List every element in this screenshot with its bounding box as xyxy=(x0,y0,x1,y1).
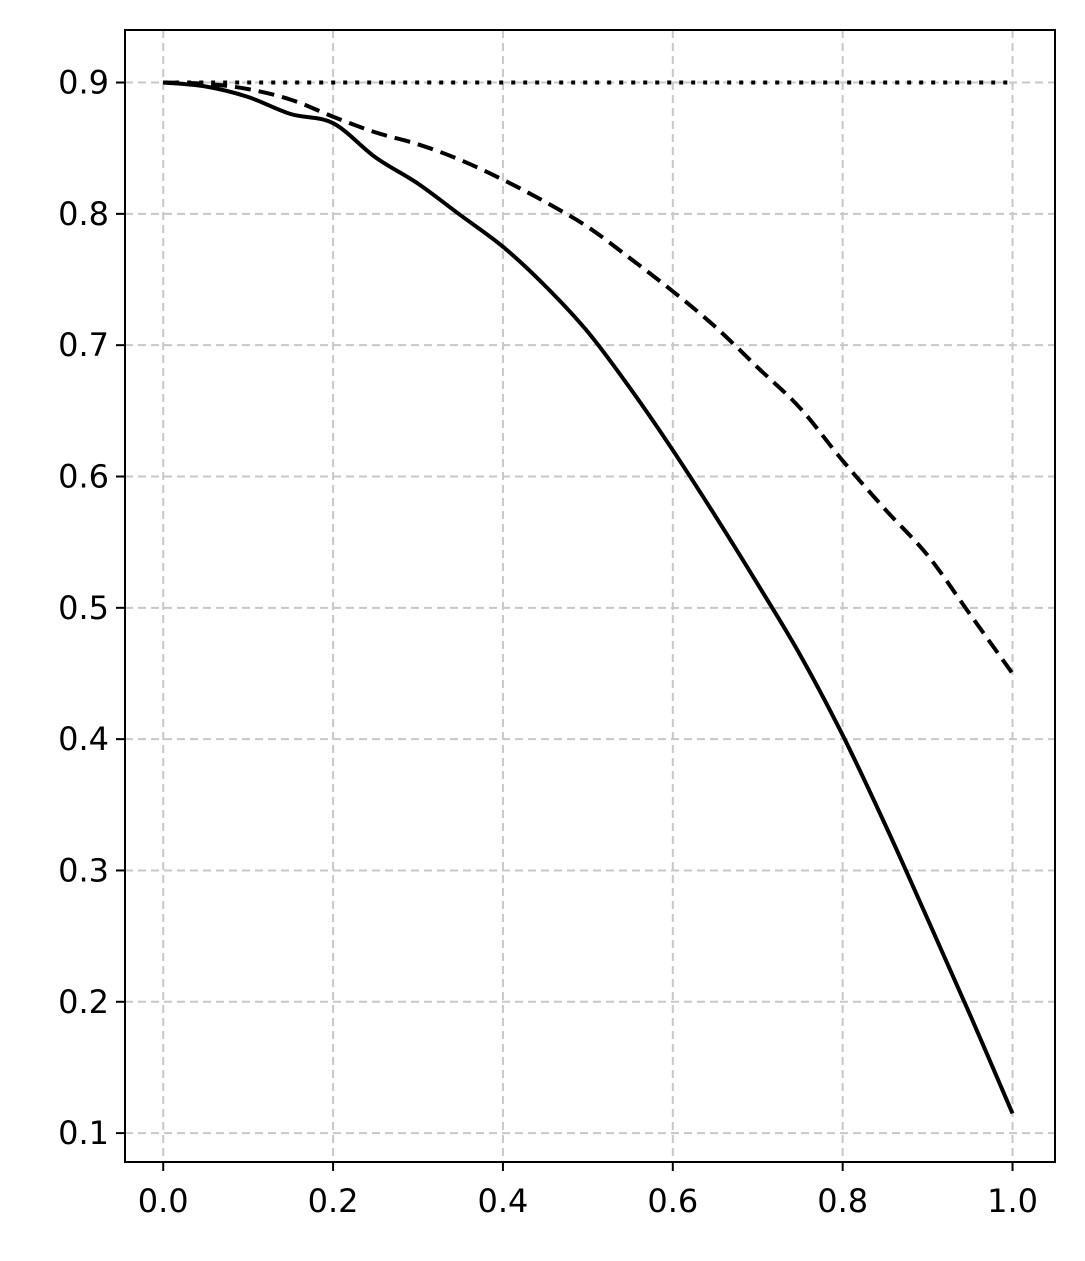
y-tick-label: 0.6 xyxy=(58,457,109,495)
x-tick-label: 0.0 xyxy=(138,1182,189,1220)
y-tick-label: 0.8 xyxy=(58,195,109,233)
y-tick-label: 0.7 xyxy=(58,326,109,364)
grid xyxy=(125,30,1055,1162)
series-line-solid xyxy=(163,80,1015,1115)
x-tick-label: 0.4 xyxy=(477,1182,528,1220)
y-tick-label: 0.2 xyxy=(58,983,109,1021)
x-tick-label: 1.0 xyxy=(987,1182,1038,1220)
y-tick-label: 0.5 xyxy=(58,589,109,627)
ticks: 0.0 0.2 0.4 0.6 0.8 1.0 0.1 0.2 0.3 0.4 0.5 0.6 0.7 0… xyxy=(58,64,1038,1220)
y-tick-label: 0.3 xyxy=(58,851,109,889)
series-line-dashed xyxy=(163,80,1015,675)
plot-frame xyxy=(124,29,1056,1163)
x-tick-label: 0.2 xyxy=(308,1182,359,1220)
y-tick-label: 0.1 xyxy=(58,1114,109,1152)
y-tick-label: 0.4 xyxy=(58,720,109,758)
series-group xyxy=(163,80,1015,1115)
y-tick-label: 0.9 xyxy=(58,64,109,102)
x-tick-label: 0.6 xyxy=(647,1182,698,1220)
x-tick-label: 0.8 xyxy=(817,1182,868,1220)
